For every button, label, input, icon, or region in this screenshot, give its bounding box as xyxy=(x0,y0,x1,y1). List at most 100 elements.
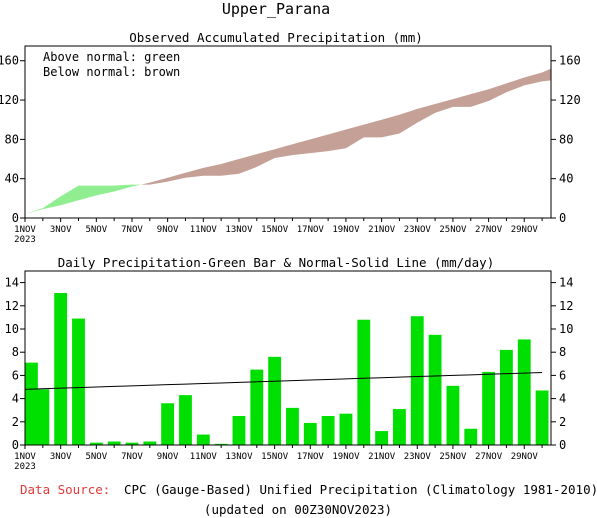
data-source-text: CPC (Gauge-Based) Unified Precipitation … xyxy=(124,482,597,497)
y-tick-label-right: 120 xyxy=(559,93,581,107)
y-tick-label-left: 8 xyxy=(12,345,19,359)
y-tick-label-right: 6 xyxy=(559,368,566,382)
bottom-chart-frame xyxy=(24,270,552,446)
daily-bar xyxy=(107,441,121,445)
above-normal-area xyxy=(25,184,141,215)
y-tick-label-right: 12 xyxy=(559,299,573,313)
legend-above: Above normal: green xyxy=(43,50,180,64)
y-tick-label-left: 4 xyxy=(12,392,19,406)
y-tick-label-left: 0 xyxy=(12,438,19,452)
x-tick-label: 29NOV xyxy=(511,225,539,235)
x-tick-label: 9NOV xyxy=(157,452,179,462)
daily-bar xyxy=(464,428,478,445)
y-tick-label-left: 0 xyxy=(12,211,19,225)
daily-bar xyxy=(196,434,210,445)
daily-bar xyxy=(339,413,353,445)
top-chart-title: Observed Accumulated Precipitation (mm) xyxy=(129,30,423,45)
top-chart-frame xyxy=(24,45,552,219)
y-tick-label-right: 0 xyxy=(559,438,566,452)
y-tick-label-right: 8 xyxy=(559,345,566,359)
page-title: Upper_Parana xyxy=(222,0,330,18)
daily-bar xyxy=(250,369,264,445)
y-tick-label-right: 2 xyxy=(559,415,566,429)
daily-bar xyxy=(500,349,513,445)
daily-bar xyxy=(375,431,389,445)
x-tick-label: 15NOV xyxy=(261,225,289,235)
y-tick-label-right: 10 xyxy=(559,322,573,336)
daily-bar xyxy=(446,385,460,445)
y-tick-label-left: 14 xyxy=(5,276,19,290)
bottom-chart-bars xyxy=(25,293,549,445)
daily-bar xyxy=(72,318,85,445)
daily-bar xyxy=(268,356,282,445)
daily-bar xyxy=(143,441,157,445)
daily-bar xyxy=(303,422,317,445)
x-tick-label: 13NOV xyxy=(225,225,253,235)
daily-bar xyxy=(25,362,38,445)
y-tick-label-left: 2 xyxy=(12,415,19,429)
top-chart-plot xyxy=(25,68,551,215)
data-source-label: Data Source: xyxy=(20,482,110,497)
top-chart-axes: 0 0 40 40 80 80 120 120 160 160 1NOV 3NOV 5NOV 7NOV 9N… xyxy=(0,54,581,245)
y-tick-label-left: 120 xyxy=(0,93,19,107)
x-tick-label: 3NOV xyxy=(50,452,72,462)
below-normal-area xyxy=(140,68,551,185)
y-tick-label-left: 12 xyxy=(5,299,19,313)
daily-bar xyxy=(393,409,406,445)
bottom-chart-title: Daily Precipitation-Green Bar & Normal-S… xyxy=(58,255,495,270)
daily-bar xyxy=(54,293,68,445)
daily-bar xyxy=(410,316,424,445)
x-tick-label: 23NOV xyxy=(404,225,432,235)
x-tick-label: 5NOV xyxy=(85,225,107,235)
x-tick-label: 17NOV xyxy=(297,225,325,235)
daily-bar xyxy=(232,416,246,445)
x-tick-label: 5NOV xyxy=(85,452,107,462)
x-tick-label: 27NOV xyxy=(475,225,503,235)
daily-bar xyxy=(321,416,335,445)
year-label: 2023 xyxy=(14,462,36,472)
x-tick-label: 17NOV xyxy=(297,452,325,462)
x-tick-label: 13NOV xyxy=(225,452,253,462)
daily-bar xyxy=(161,403,175,445)
x-tick-label: 21NOV xyxy=(368,225,396,235)
x-tick-label: 3NOV xyxy=(50,225,72,235)
daily-bar xyxy=(357,319,371,445)
legend-below: Below normal: brown xyxy=(43,65,180,79)
daily-bar xyxy=(286,407,299,445)
x-tick-label: 23NOV xyxy=(404,452,432,462)
x-tick-label: 19NOV xyxy=(332,452,360,462)
x-tick-label: 27NOV xyxy=(475,452,503,462)
year-label: 2023 xyxy=(14,235,36,245)
x-tick-label: 19NOV xyxy=(332,225,360,235)
y-tick-label-right: 4 xyxy=(559,392,566,406)
bottom-chart-axes: 0 0 2 2 4 4 6 6 8 8 10 10 12 12 14 14 1NOV 3NOV 5NOV 7NOV 9N… xyxy=(5,276,574,472)
daily-bar xyxy=(89,442,103,445)
x-tick-label: 25NOV xyxy=(439,452,467,462)
daily-bar xyxy=(214,443,228,445)
y-tick-label-right: 14 xyxy=(559,276,573,290)
x-tick-label: 1NOV xyxy=(14,225,36,235)
daily-bar xyxy=(482,371,496,445)
x-tick-label: 1NOV xyxy=(14,452,36,462)
y-tick-label-left: 80 xyxy=(5,132,19,146)
x-tick-label: 9NOV xyxy=(157,225,179,235)
x-tick-label: 15NOV xyxy=(261,452,289,462)
daily-bar xyxy=(125,442,139,445)
x-tick-label: 25NOV xyxy=(439,225,467,235)
y-tick-label-left: 10 xyxy=(5,322,19,336)
normal-line xyxy=(24,372,543,390)
daily-bar xyxy=(36,389,50,445)
y-tick-label-left: 6 xyxy=(12,368,19,382)
y-tick-label-right: 40 xyxy=(559,172,573,186)
x-tick-label: 21NOV xyxy=(368,452,396,462)
x-tick-label: 7NOV xyxy=(121,225,143,235)
daily-bar xyxy=(428,334,442,445)
y-tick-label-right: 0 xyxy=(559,211,566,225)
x-tick-label: 7NOV xyxy=(121,452,143,462)
y-tick-label-left: 40 xyxy=(5,172,19,186)
y-tick-label-left: 160 xyxy=(0,54,19,68)
daily-bar xyxy=(517,339,531,445)
x-tick-label: 11NOV xyxy=(190,452,218,462)
x-tick-label: 11NOV xyxy=(190,225,218,235)
